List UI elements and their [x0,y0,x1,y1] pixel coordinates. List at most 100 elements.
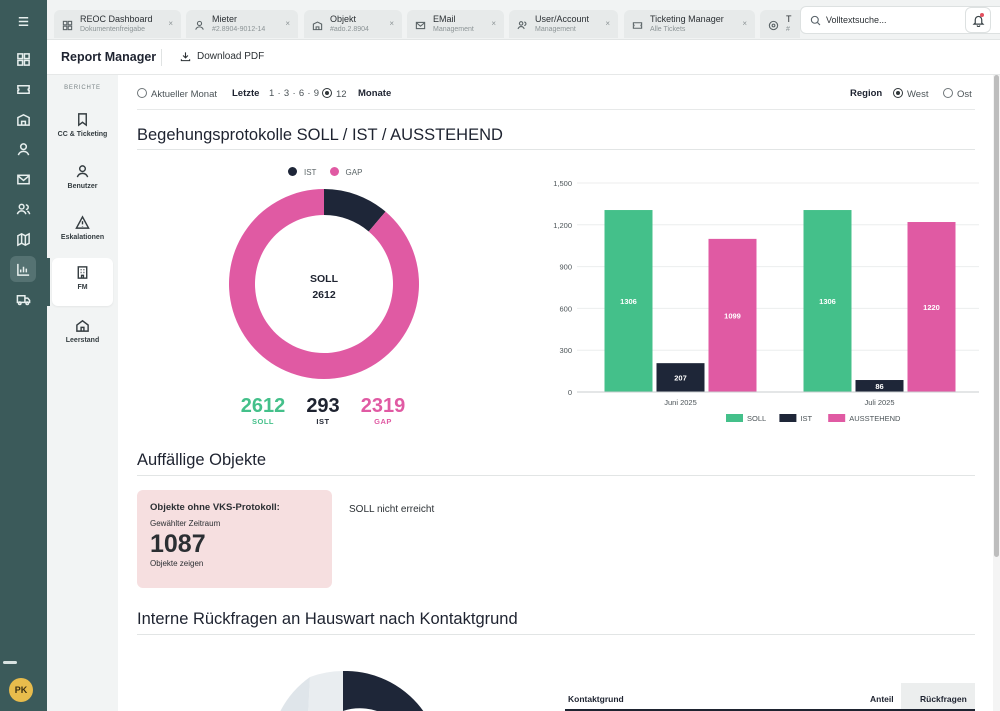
sidebar-item-eskalationen[interactable]: Eskalationen [52,208,113,256]
sidebar-item-leerstand[interactable]: Leerstand [52,311,113,359]
bar-ist [855,380,904,392]
column-header-reason[interactable]: Kontaktgrund [568,694,624,704]
sidebar-item-cc-ticketing[interactable]: CC & Ticketing [52,105,113,153]
menu-icon[interactable] [10,8,36,34]
close-icon[interactable]: × [285,19,290,28]
card-count: 1087 [150,530,206,558]
rail-handle[interactable] [3,661,17,664]
bar-value-label: 1099 [724,311,741,320]
y-tick-label: 1,500 [553,179,572,188]
radio-east[interactable]: Ost [943,88,972,100]
sidebar-item-label: FM [77,284,88,291]
tab-truncated[interactable]: T # [760,10,800,38]
tab-reoc-dashboard[interactable]: REOC Dashboard Dokumentenfreigabe × [54,10,181,38]
report-sidebar: BERICHTE CC & Ticketing Benutzer Eskalat… [47,75,118,711]
legend-swatch-gap [329,167,339,176]
radio-12-months[interactable]: 12 [322,88,347,100]
section-title-objects: Auffällige Objekte [137,451,267,469]
donut-center-value: 2612 [312,289,336,301]
donut-segment [343,671,424,711]
donut-segment [280,677,310,711]
y-tick-label: 300 [559,346,572,355]
tab-objekt[interactable]: Objekt #ado.2.8904 × [304,10,402,38]
mail-icon [415,18,426,30]
user-icon[interactable] [10,136,36,162]
bar-chart: 0 300 600 900 1,200 1,500 1306 207 1099 Juni 2025… [553,179,979,423]
close-icon[interactable]: × [742,19,747,28]
radio-label: Aktueller Monat [151,89,218,100]
notification-button[interactable] [965,7,991,33]
close-icon[interactable]: × [168,19,173,28]
radio-circle [137,88,147,98]
scrollbar-thumb[interactable] [994,75,999,557]
users-icon[interactable] [10,196,36,222]
card-title: Objekte ohne VKS-Protokoll: [150,502,280,513]
report-content: Aktueller Monat Letzte 1 · 3 · 6 · 9 12 … [118,75,993,711]
kpi-ist: 293 IST [299,395,347,426]
legend-swatch [828,414,846,422]
page-header: Report Manager Download PDF [47,40,1000,75]
tab-ticketing-manager[interactable]: Ticketing Manager Alle Tickets × [624,10,755,38]
radio-label: West [907,89,929,100]
donut-chart: SOLL 2612 [229,189,419,379]
column-header-share[interactable]: Anteil [870,694,894,704]
kpi-value: 2319 [360,395,406,417]
card-period: Gewählter Zeitraum [150,519,221,528]
tab-mieter[interactable]: Mieter #2.8904-9012-14 × [186,10,298,38]
period-options[interactable]: 1 · 3 · 6 · 9 [269,88,320,99]
donut-center-label: SOLL [310,273,339,285]
legend-swatch-ist [288,167,297,176]
tab-subtitle: Dokumentenfreigabe [80,26,145,33]
bar-value-label: 86 [875,382,883,391]
tab-email[interactable]: EMail Management × [407,10,504,38]
close-icon[interactable]: × [491,19,496,28]
show-objects-link[interactable]: Objekte zeigen [150,559,204,568]
bar-soll [803,210,852,392]
sidebar-item-label: Leerstand [65,337,100,344]
app-rail: PK [0,0,47,711]
tab-subtitle: Management [433,26,474,33]
y-tick-label: 600 [559,304,572,313]
radio-label: 12 [336,89,347,100]
kpi-soll: 2612 SOLL [235,395,291,426]
map-icon[interactable] [10,226,36,252]
tab-title: EMail [433,14,456,24]
sidebar-caption: BERICHTE [64,85,101,91]
y-tick-label: 0 [568,388,572,397]
tab-subtitle: Management [535,26,576,33]
close-icon[interactable]: × [605,19,610,28]
circle-icon [768,18,779,31]
download-icon [180,52,191,62]
radio-circle [943,88,953,98]
building-icon[interactable] [10,106,36,132]
radio-west[interactable]: West [893,88,928,100]
bar-value-label: 207 [674,374,687,383]
notification-dot [980,13,984,17]
radio-current-month[interactable]: Aktueller Monat [137,88,217,100]
dashboard-icon [62,18,73,31]
last-label: Letzte [232,88,260,99]
sidebar-item-benutzer[interactable]: Benutzer [52,157,113,205]
scrollbar[interactable] [993,75,1000,711]
chart-icon[interactable] [10,256,36,282]
bar-soll [604,210,653,392]
column-header-inquiries[interactable]: Rückfragen [901,683,975,709]
download-pdf-label: Download PDF [197,51,265,62]
kpi-gap: 2319 GAP [355,395,411,426]
building-icon [312,18,323,31]
tab-user-account[interactable]: User/Account Management × [509,10,618,38]
sidebar-item-fm[interactable]: FM [52,258,113,306]
objects-without-protocol-card[interactable]: Objekte ohne VKS-Protokoll: Gewählter Ze… [137,490,332,588]
y-tick-label: 900 [559,263,572,272]
ticket-icon[interactable] [10,76,36,102]
avatar[interactable]: PK [9,678,33,702]
sidebar-item-label: Benutzer [67,183,98,190]
building-icon [77,266,88,279]
user-icon [76,165,89,178]
dashboard-icon[interactable] [10,46,36,72]
download-pdf-button[interactable]: Download PDF [180,51,264,62]
close-icon[interactable]: × [389,19,394,28]
tab-title: Objekt [330,14,357,24]
truck-icon[interactable] [10,286,36,312]
mail-icon[interactable] [10,166,36,192]
